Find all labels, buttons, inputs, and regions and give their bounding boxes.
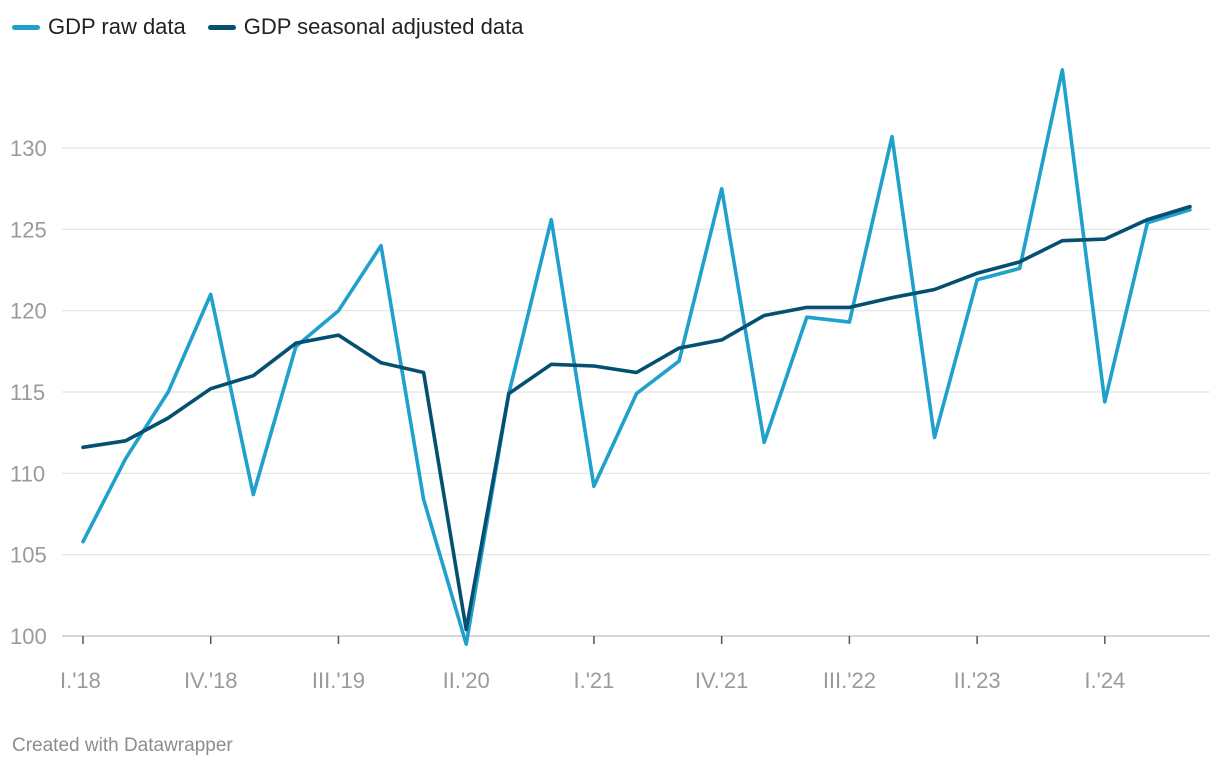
series-line-raw (81, 68, 1192, 646)
y-axis-ticks: 100 105 110 115 120 125 130 (10, 136, 47, 649)
legend-item-raw: GDP raw data (12, 14, 186, 40)
legend-label-adjusted: GDP seasonal adjusted data (243, 14, 524, 39)
y-tick-label-105: 105 (10, 543, 47, 568)
y-tick-label-120: 120 (10, 299, 47, 324)
y-tick-label-100: 100 (10, 624, 47, 649)
x-tick-label-5: IV.'21 (695, 668, 749, 693)
legend-swatch-raw (12, 24, 40, 30)
x-tick-label-1: IV.'18 (184, 668, 238, 693)
x-tick-label-4: I.'21 (573, 668, 614, 693)
x-tick-label-6: III.'22 (823, 668, 876, 693)
legend-item-adjusted: GDP seasonal adjusted data (207, 14, 524, 40)
legend-label-raw: GDP raw data (48, 14, 186, 39)
x-tick-label-3: II.'20 (443, 668, 490, 693)
y-tick-label-110: 110 (10, 461, 45, 486)
chart-legend: GDP raw data GDP seasonal adjusted data (12, 14, 523, 40)
y-tick-label-115: 115 (10, 380, 45, 405)
x-axis-ticks: I.'18 IV.'18 III.'19 II.'20 I.'21 IV.'21 III.'… (60, 636, 1125, 693)
series-lines (81, 68, 1192, 646)
credit-footer: Created with Datawrapper (12, 735, 233, 756)
x-tick-label-8: I.'24 (1084, 668, 1125, 693)
x-tick-label-7: II.'23 (954, 668, 1001, 693)
x-tick-label-0: I.'18 (60, 668, 101, 693)
series-line-adjusted (81, 204, 1192, 632)
y-tick-label-130: 130 (10, 136, 47, 161)
y-tick-label-125: 125 (10, 217, 47, 242)
legend-swatch-adjusted (207, 24, 236, 30)
x-tick-label-2: III.'19 (312, 668, 365, 693)
